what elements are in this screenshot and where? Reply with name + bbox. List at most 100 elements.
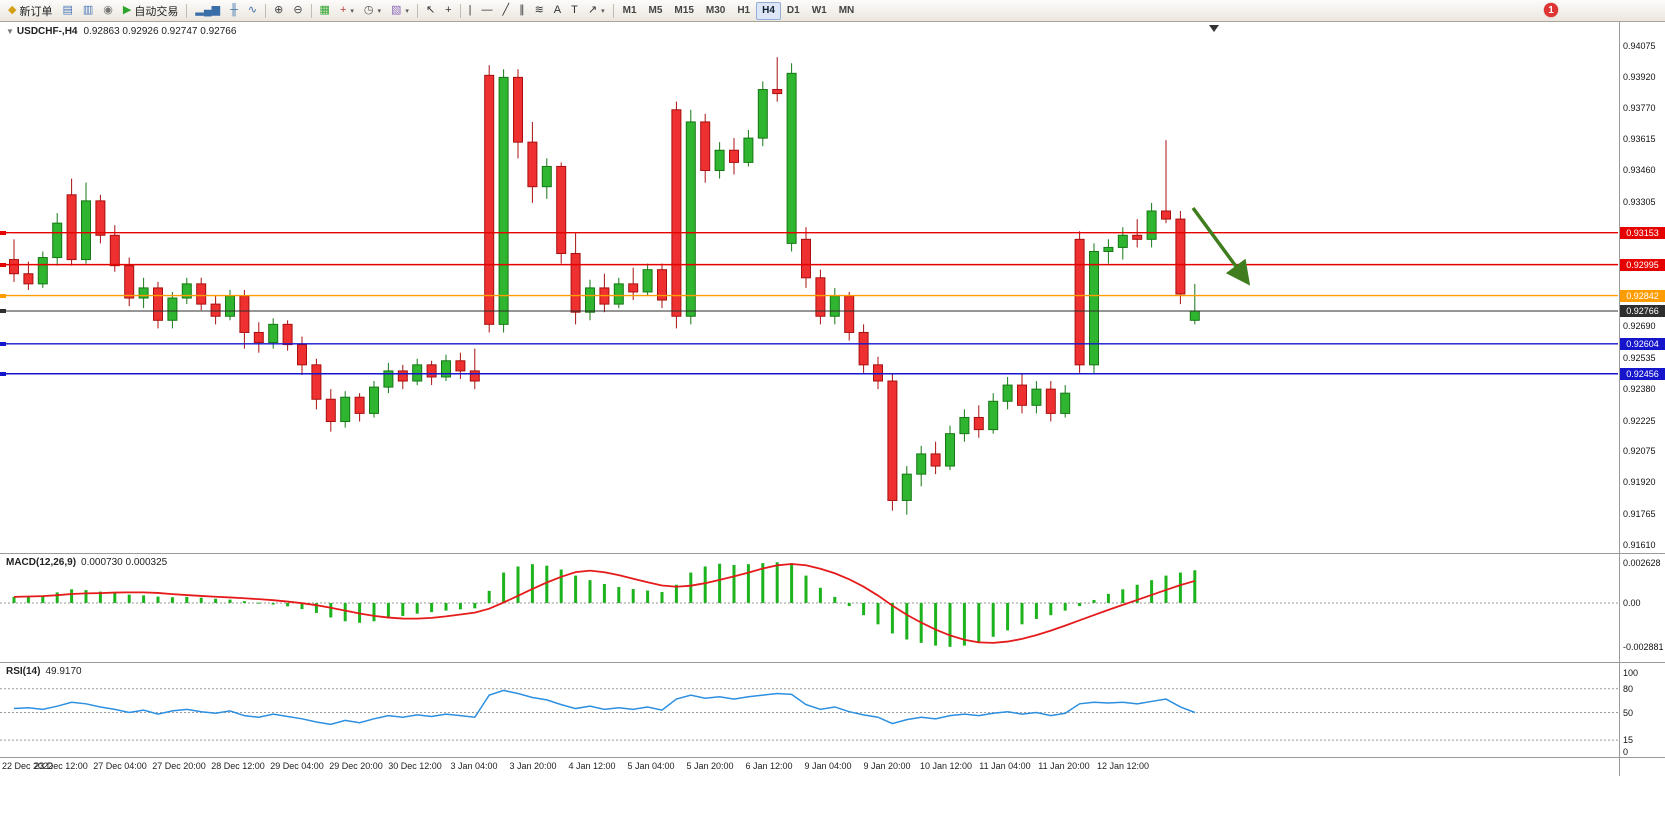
macd-histogram-bar — [214, 598, 218, 603]
horizontal-line-button[interactable]: — — [476, 1, 497, 20]
collapse-chart-icon[interactable]: ▼ — [6, 27, 14, 36]
candlestick — [23, 261, 34, 290]
candlestick — [282, 320, 293, 351]
autotrade-button[interactable]: ▶ 自动交易 — [118, 1, 183, 20]
toolbar-separator — [612, 3, 614, 18]
macd-histogram-bar — [1092, 599, 1096, 603]
chevron-down-icon: ▾ — [377, 7, 382, 15]
trendline-button[interactable]: ╱ — [497, 1, 514, 20]
price-tick-label: 0.91765 — [1623, 508, 1656, 519]
price-level-tag[interactable]: 0.92842 — [1620, 289, 1665, 302]
periods-button[interactable]: ◷ ▾ — [359, 1, 386, 20]
macd-histogram-bar — [948, 603, 952, 647]
timeframe-button-d1[interactable]: D1 — [786, 5, 800, 16]
candlestick — [52, 213, 63, 266]
rsi-panel[interactable] — [0, 663, 1618, 757]
timeframe-button-h4[interactable]: H4 — [756, 1, 781, 20]
macd-histogram-bar — [1078, 603, 1082, 607]
macd-label: MACD(12,26,9) 0.000730 0.000325 — [6, 557, 168, 568]
line-chart-button[interactable]: ∿ — [243, 1, 262, 20]
price-level-tag[interactable]: 0.92604 — [1620, 337, 1665, 350]
time-axis-label: 29 Dec 04:00 — [270, 761, 324, 771]
candlestick — [469, 348, 480, 390]
autotrade-button-label: 自动交易 — [134, 5, 179, 18]
timeframe-button-m30[interactable]: M30 — [705, 5, 726, 16]
bar-chart-button[interactable]: ▂▄▆ — [190, 1, 225, 20]
new-order-button[interactable]: ◆ 新订单 — [3, 1, 57, 20]
data-window-button[interactable]: ▥ — [78, 1, 98, 20]
macd-histogram-bar — [905, 603, 909, 640]
candlestick — [383, 362, 394, 394]
candlestick — [138, 277, 149, 309]
candlestick — [167, 291, 178, 329]
candlestick — [1161, 140, 1171, 224]
candlestick — [1146, 202, 1157, 248]
macd-histogram-bar — [545, 565, 549, 603]
line-chart-icon: ∿ — [247, 4, 258, 16]
crosshair-icon: + — [445, 4, 452, 16]
templates-button[interactable]: ▧ ▾ — [386, 1, 414, 20]
candlestick — [887, 372, 898, 511]
vertical-line-button[interactable]: | — [464, 1, 477, 20]
panel-separator[interactable] — [0, 553, 1665, 554]
candlestick — [340, 391, 351, 428]
timeframe-button-h1[interactable]: H1 — [737, 5, 751, 16]
text-button[interactable]: A — [549, 1, 566, 20]
market-watch-button[interactable]: ▤ — [57, 1, 77, 20]
price-tick-label: 0.93305 — [1623, 196, 1656, 207]
zoom-in-button[interactable]: ⊕ — [269, 1, 288, 20]
price-level-tag[interactable]: 0.92766 — [1620, 304, 1665, 317]
label-button[interactable]: T — [566, 1, 583, 20]
candlestick-chart-button[interactable]: ╫ — [225, 1, 243, 20]
notification-badge[interactable]: 1 — [1544, 3, 1558, 17]
timeframe-button-m15[interactable]: M15 — [674, 5, 694, 16]
tile-windows-icon: ▦ — [319, 4, 330, 16]
candlestick — [786, 63, 797, 252]
main-chart[interactable] — [0, 22, 1618, 553]
arrows-button[interactable]: ↗ ▾ — [583, 1, 610, 20]
macd-signal-line — [13, 563, 1196, 644]
macd-histogram-bar — [962, 603, 966, 646]
panel-separator[interactable] — [0, 662, 1665, 663]
candlestick — [541, 158, 552, 199]
candlestick — [455, 352, 466, 380]
macd-histogram-bar — [1034, 603, 1038, 619]
price-level-tag[interactable]: 0.92995 — [1620, 258, 1665, 271]
candlestick — [1074, 231, 1085, 373]
channel-button[interactable]: ∥ — [514, 1, 530, 20]
candlestick — [685, 109, 696, 325]
crosshair-button[interactable]: + — [440, 1, 456, 20]
timeframe-button-m1[interactable]: M1 — [622, 5, 637, 16]
autotrade-play-icon: ▶ — [122, 4, 132, 16]
macd-panel[interactable] — [0, 554, 1618, 662]
rsi-tick-label: 80 — [1623, 683, 1634, 694]
macd-histogram-bar — [530, 564, 534, 603]
price-tick-label: 0.93920 — [1623, 72, 1656, 83]
macd-histogram-bar — [890, 603, 894, 634]
candlestick — [1189, 283, 1200, 325]
candlestick — [1002, 376, 1013, 410]
indicators-button[interactable]: + ▾ — [335, 1, 359, 20]
time-axis-label: 9 Jan 20:00 — [863, 761, 911, 771]
fibonacci-button[interactable]: ≋ — [530, 1, 549, 20]
time-axis-label: 11 Jan 04:00 — [979, 761, 1031, 771]
fibonacci-icon: ≋ — [534, 4, 544, 16]
sell-arrow[interactable] — [1191, 206, 1251, 286]
macd-histogram-bar — [847, 603, 851, 607]
navigator-button[interactable]: ◉ — [98, 1, 118, 20]
tile-windows-button[interactable]: ▦ — [315, 1, 335, 20]
timeframe-button-m5[interactable]: M5 — [648, 5, 663, 16]
price-tick-label: 0.92225 — [1623, 415, 1656, 426]
timeframe-button-mn[interactable]: MN — [838, 5, 855, 16]
rsi-tick-label: 100 — [1623, 668, 1639, 678]
macd-histogram-bar — [1178, 572, 1182, 603]
candlestick — [930, 441, 941, 475]
macd-histogram-bar — [761, 563, 765, 603]
price-level-tag[interactable]: 0.93153 — [1620, 226, 1665, 239]
toolbar-separator — [186, 3, 188, 18]
zoom-out-button[interactable]: ⊖ — [288, 1, 307, 20]
cursor-button[interactable]: ↖ — [421, 1, 440, 20]
price-level-tag[interactable]: 0.92456 — [1620, 367, 1665, 380]
macd-histogram-bar — [1135, 584, 1139, 603]
timeframe-button-w1[interactable]: W1 — [811, 5, 827, 16]
